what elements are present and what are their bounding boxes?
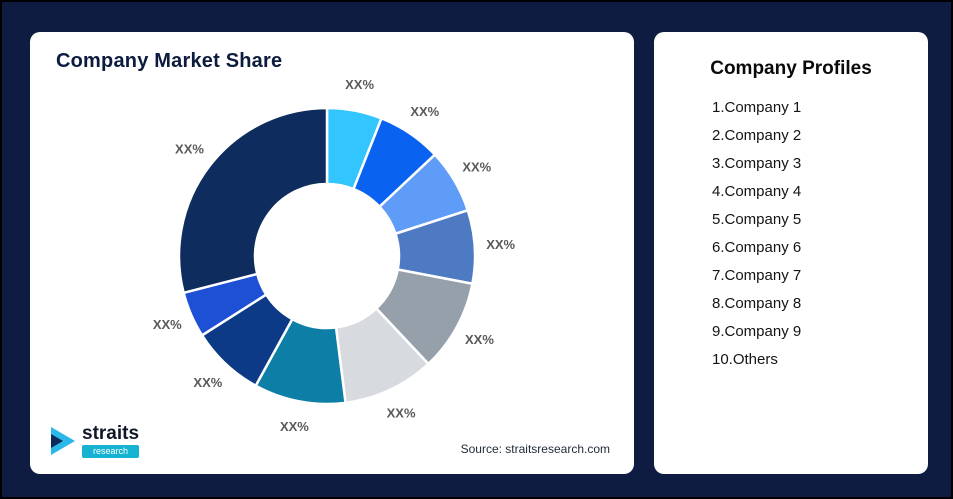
segment-label: XX% <box>410 104 439 119</box>
list-item: 1.Company 1 <box>712 99 802 116</box>
list-item: 8.Company 8 <box>712 295 802 312</box>
logo-subtitle: research <box>82 445 140 458</box>
segment-label: XX% <box>387 405 416 420</box>
donut-segment <box>177 106 329 295</box>
segment-label: XX% <box>153 317 182 332</box>
donut-chart: XX% XX% XX% XX% XX% XX% XX% XX% XX% XX% <box>153 77 516 434</box>
list-item: 6.Company 6 <box>712 239 802 256</box>
segment-label: XX% <box>486 237 515 252</box>
list-item: 10.Others <box>712 351 778 368</box>
segment-label: XX% <box>175 141 204 156</box>
source-text: Source: straitsresearch.com <box>460 442 610 456</box>
logo-arrow-icon <box>51 427 75 456</box>
segment-label: XX% <box>462 159 491 174</box>
logo-name: straits <box>82 423 140 445</box>
company-profiles-list: 1.Company 1 2.Company 2 3.Company 3 4.Compa… <box>654 100 928 367</box>
market-share-card: XX% XX% XX% XX% XX% XX% XX% XX% XX% XX% Company M… <box>30 32 634 474</box>
straits-research-logo: straits research <box>50 423 140 458</box>
list-item: 2.Company 2 <box>712 127 802 144</box>
segment-label: XX% <box>345 77 374 92</box>
list-item: 4.Company 4 <box>712 183 802 200</box>
list-item: 7.Company 7 <box>712 267 802 284</box>
chart-title: Company Market Share <box>56 50 283 72</box>
profiles-title: Company Profiles <box>710 58 872 79</box>
company-profiles-card: Company Profiles 1.Company 1 2.Company 2 3… <box>654 32 928 474</box>
list-item: 3.Company 3 <box>712 155 802 172</box>
segment-label: XX% <box>280 419 309 434</box>
segment-label: XX% <box>465 332 494 347</box>
list-item: 5.Company 5 <box>712 211 802 228</box>
list-item: 9.Company 9 <box>712 323 802 340</box>
segment-label: XX% <box>193 375 222 390</box>
logo-text: straits research <box>82 423 140 458</box>
